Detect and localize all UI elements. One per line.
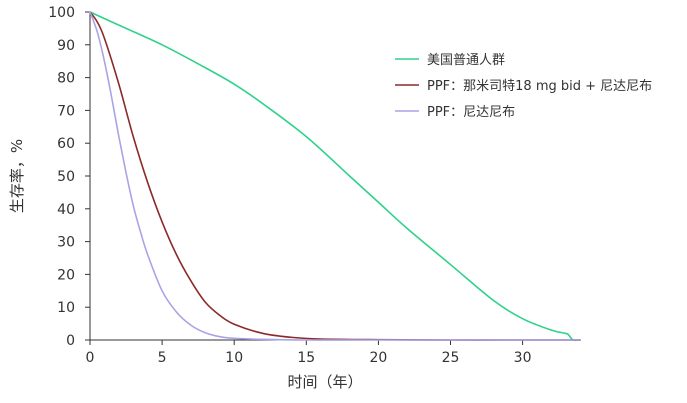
y-tick-label: 70 [57,103,75,119]
y-tick-label: 0 [66,333,75,349]
series-line-2 [89,11,582,341]
x-axis: 0 5 10 15 20 25 30 [86,339,578,366]
y-tick-label: 100 [48,5,75,21]
x-tick-label: 5 [158,350,167,366]
legend-label-3: PPF：尼达尼布 [427,105,515,120]
y-ticks: 0 10 20 30 40 50 60 70 80 90 100 [48,5,90,349]
legend-label-2: PPF：那米司特18 mg bid + 尼达尼布 [427,79,652,94]
y-tick-label: 80 [57,71,75,87]
x-axis-title: 时间（年） [287,373,362,391]
y-tick-label: 40 [57,202,75,218]
legend-label-1: 美国普通人群 [427,53,505,68]
series-lines [89,11,582,342]
y-tick-label: 90 [57,38,75,54]
y-axis: 0 10 20 30 40 50 60 70 80 90 100 [48,5,91,349]
y-tick-label: 30 [57,235,75,251]
x-tick-label: 10 [225,350,243,366]
y-tick-label: 10 [57,300,75,316]
legend: 美国普通人群 PPF：那米司特18 mg bid + 尼达尼布 PPF：尼达尼布 [395,53,652,120]
y-axis-title: 生存率，% [8,139,26,213]
y-tick-label: 50 [57,169,75,185]
x-tick-label: 0 [86,350,95,366]
y-tick-label: 20 [57,267,75,283]
x-tick-label: 30 [514,350,532,366]
series-line-3 [89,11,582,341]
y-tick-label: 60 [57,136,75,152]
series-line-1 [89,11,582,342]
x-ticks: 0 5 10 15 20 25 30 [86,340,532,366]
x-tick-label: 15 [297,350,315,366]
x-tick-label: 20 [369,350,387,366]
x-tick-label: 25 [442,350,460,366]
